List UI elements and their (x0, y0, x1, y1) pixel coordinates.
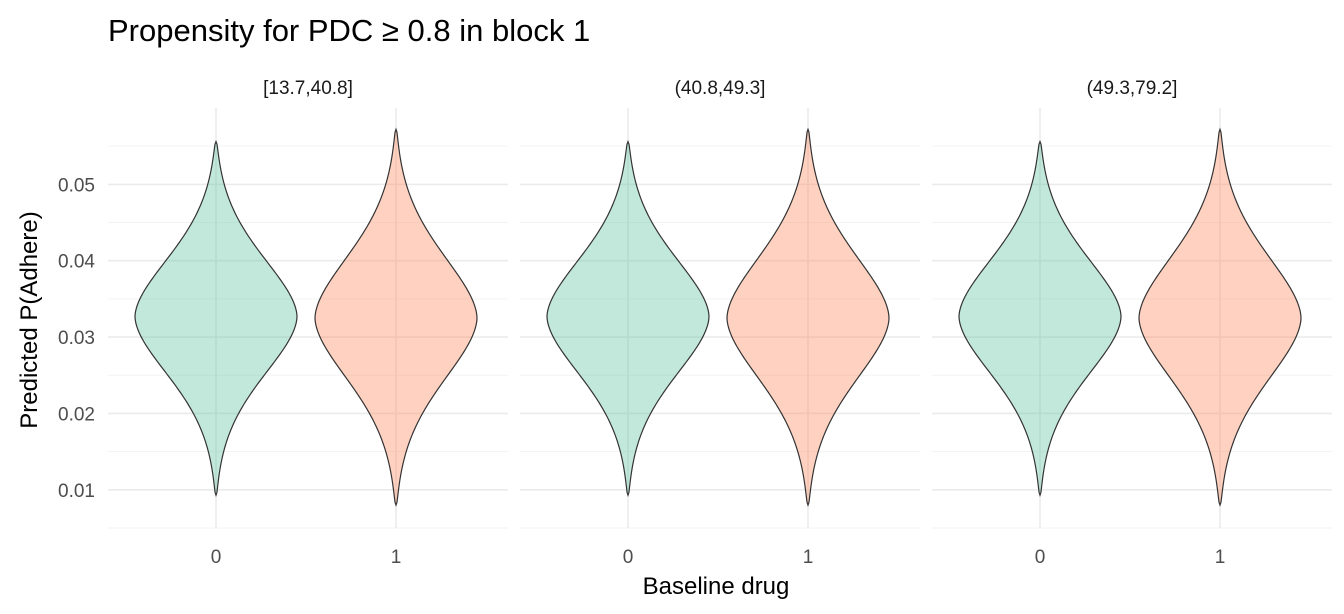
facet-strip-label: [13.7,40.8] (263, 78, 353, 99)
violin-0 (546, 139, 710, 497)
facet-panel: [13.7,40.8] 0 1 (108, 78, 508, 568)
facet-panels: [13.7,40.8] 0 1 (40.8,49.3] 0 1 (49.3,79.2] 0 1 (108, 78, 1332, 568)
y-axis-title: Predicted P(Adhere) (16, 211, 43, 428)
y-tick-label: 0.05 (58, 175, 95, 196)
chart-title: Propensity for PDC ≥ 0.8 in block 1 (108, 13, 590, 48)
y-tick-label: 0.03 (58, 328, 95, 349)
x-tick-label: 0 (1035, 547, 1046, 568)
facet-panel: (40.8,49.3] 0 1 (520, 78, 920, 568)
violin-1 (314, 127, 478, 507)
facet-strip-label: (49.3,79.2] (1087, 78, 1178, 99)
facet-panel: (49.3,79.2] 0 1 (932, 78, 1332, 568)
x-axis-title: Baseline drug (643, 573, 790, 600)
y-tick-label: 0.04 (58, 252, 95, 273)
violin-0 (958, 139, 1122, 497)
x-tick-label: 1 (1215, 547, 1226, 568)
y-tick-label: 0.01 (58, 481, 95, 502)
x-tick-label: 1 (391, 547, 402, 568)
violin-0 (134, 139, 298, 497)
y-axis: 0.01 0.02 0.03 0.04 0.05 (58, 175, 95, 501)
y-tick-label: 0.02 (58, 404, 95, 425)
violin-1 (1138, 127, 1302, 507)
facet-strip-label: (40.8,49.3] (675, 78, 766, 99)
x-tick-label: 0 (623, 547, 634, 568)
x-tick-label: 0 (211, 547, 222, 568)
violin-1 (726, 127, 890, 507)
x-tick-label: 1 (803, 547, 814, 568)
